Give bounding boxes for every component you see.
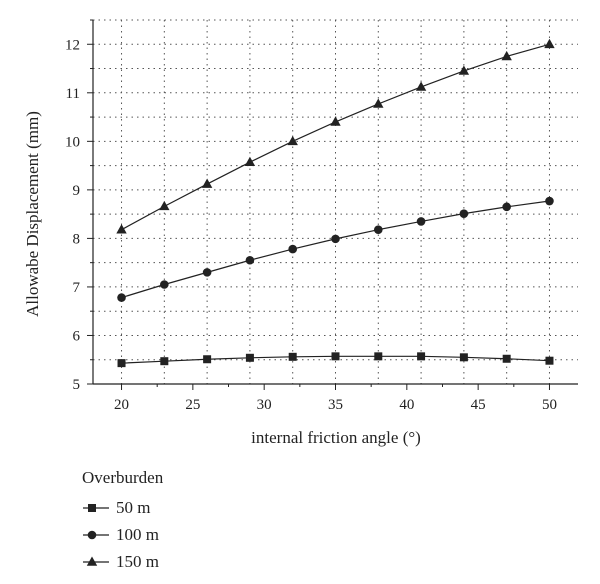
x-tick-label: 30 — [257, 397, 272, 413]
data-point — [288, 244, 298, 254]
x-tick-label: 45 — [471, 397, 486, 413]
data-point — [330, 116, 341, 126]
x-tick-label: 35 — [328, 397, 343, 413]
y-tick-label: 12 — [65, 37, 80, 53]
data-point — [288, 352, 297, 361]
data-point — [117, 359, 126, 368]
data-point — [374, 352, 383, 361]
data-point — [545, 196, 554, 206]
data-point — [417, 352, 426, 361]
data-point — [245, 353, 254, 362]
data-point — [459, 353, 468, 362]
legend-label: 150 m — [116, 551, 159, 571]
y-tick-label: 9 — [73, 183, 81, 199]
y-tick-label: 8 — [73, 231, 81, 247]
legend-marker — [86, 556, 98, 566]
data-point — [416, 217, 426, 226]
x-axis-label: internal friction angle (°) — [251, 428, 421, 447]
y-tick-label: 10 — [65, 134, 80, 150]
x-tick-label: 25 — [185, 397, 200, 413]
legend-swatch — [83, 530, 109, 539]
series-line — [121, 200, 550, 299]
data-point — [502, 202, 511, 212]
data-point — [544, 38, 555, 49]
legend-marker — [87, 530, 97, 539]
legend-label: 50 m — [116, 497, 151, 517]
data-point — [117, 293, 126, 302]
ticks: 20 25 30 35 40 45 50 5 6 7 8 9 10 11 12 — [65, 19, 557, 413]
data-point — [116, 224, 127, 234]
data-point — [244, 156, 256, 167]
data-point — [245, 255, 255, 265]
grid — [93, 19, 578, 384]
legend-items: 50 m 100 m 150 m — [82, 494, 163, 575]
data-point — [545, 356, 554, 365]
y-tick-label: 11 — [66, 86, 80, 102]
series-1 — [117, 196, 554, 302]
y-axis-label: Allowabe Displacement (mm) — [23, 111, 42, 317]
x-tick-label: 20 — [114, 397, 129, 413]
data-point — [160, 357, 169, 366]
data-point — [373, 225, 383, 234]
data-point — [331, 352, 340, 361]
y-tick-label: 6 — [73, 328, 81, 344]
legend-marker — [88, 503, 96, 512]
data-point — [501, 50, 512, 61]
data-point — [160, 280, 169, 289]
legend-item: 50 m — [82, 494, 163, 521]
legend-title: Overburden — [82, 468, 164, 487]
data-point — [415, 81, 427, 91]
legend-swatch — [83, 556, 109, 566]
data-point — [458, 65, 470, 75]
y-tick-label: 7 — [73, 280, 81, 296]
data-point — [459, 209, 469, 218]
legend-item: 100 m — [82, 521, 163, 548]
chart: 20 25 30 35 40 45 50 5 6 7 8 9 10 11 12 internal frict… — [23, 19, 578, 447]
data-point — [203, 355, 212, 364]
data-point — [287, 135, 298, 146]
data-point — [202, 268, 212, 277]
series-2 — [116, 38, 555, 234]
series-0 — [117, 352, 554, 368]
x-tick-label: 50 — [542, 397, 557, 413]
legend-swatch — [83, 503, 109, 512]
y-tick-label: 5 — [73, 377, 81, 393]
legend: Overburden 50 m 100 m 150 m — [82, 468, 163, 575]
data-point — [502, 354, 511, 363]
legend-label: 100 m — [116, 524, 159, 544]
legend-item: 150 m — [82, 548, 163, 575]
data-point — [201, 178, 213, 188]
data-point — [331, 234, 340, 244]
data-point — [373, 98, 384, 108]
data-point — [159, 200, 170, 211]
x-tick-label: 40 — [399, 397, 414, 413]
series — [116, 38, 555, 368]
